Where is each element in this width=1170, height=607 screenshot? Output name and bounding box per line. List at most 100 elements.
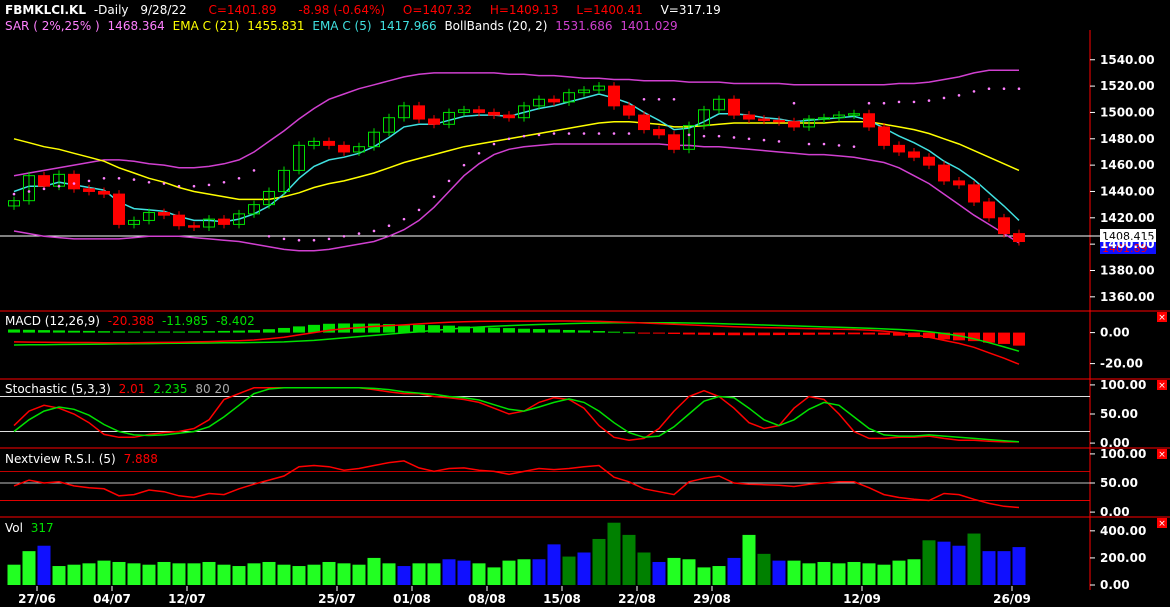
rsi-close-button[interactable]: × (1157, 449, 1167, 460)
candle-body (533, 98, 545, 107)
candle-body (188, 225, 200, 228)
volume-bar (922, 540, 936, 585)
macd-histogram-bar (503, 328, 515, 333)
macd-histogram-bar (53, 330, 65, 333)
candle-body (413, 105, 425, 120)
volume-bar (682, 559, 696, 585)
stochastic-panel: 100.00 50.00 0.00 (0, 378, 1146, 450)
volume-bar (967, 533, 981, 585)
sar-dot (627, 132, 631, 135)
macd-histogram-bar (863, 332, 875, 335)
macd-signal-value: -11.985 (162, 314, 208, 328)
price-axis-tick-label: 1500.00 (1100, 105, 1155, 119)
vol-close-button[interactable]: × (1157, 518, 1167, 529)
sar-dot (912, 100, 916, 104)
volume-bar (397, 566, 411, 585)
volume-bar (127, 563, 141, 585)
macd-histogram-bar (98, 331, 110, 333)
macd-histogram-bar (728, 332, 740, 336)
macd-histogram-bar (38, 330, 50, 333)
volume-bar (217, 564, 231, 585)
macd-histogram-bar (998, 332, 1010, 344)
vol-axis-tick-label: 400.00 (1100, 524, 1146, 538)
candle-body (818, 117, 830, 120)
sar-dot (672, 97, 676, 101)
candle-body (83, 188, 95, 192)
macd-histogram-bar (293, 326, 305, 333)
stoch-axis-tick-label: 0.00 (1100, 436, 1130, 450)
sar-dot (177, 184, 181, 188)
macd-histogram-bar (848, 332, 860, 335)
macd-histogram-bar (758, 332, 770, 336)
sar-dot (282, 237, 286, 241)
macd-signal-line (13, 321, 1020, 352)
macd-histogram-bar (323, 323, 335, 333)
candle-body (593, 85, 605, 91)
candle-body (488, 111, 500, 116)
volume-bar (37, 545, 51, 585)
volume-bar (607, 522, 621, 585)
volume-bar (577, 552, 591, 585)
candle-body (728, 98, 740, 116)
macd-hist-value: -8.402 (216, 314, 255, 328)
macd-histogram-bar (383, 324, 395, 333)
volume-bar (202, 561, 216, 585)
candle-body (443, 111, 455, 125)
macd-value: -20.388 (108, 314, 154, 328)
rsi-title: Nextview R.S.I. (5) 7.888 (5, 452, 158, 466)
macd-title: MACD (12,26,9) -20.388 -11.985 -8.402 (5, 314, 255, 328)
macd-histogram-bar (653, 332, 665, 334)
candle-body (68, 173, 80, 190)
sar-dot (327, 237, 331, 241)
vol-value: 317 (31, 521, 54, 535)
macd-histogram-bar (968, 332, 980, 342)
sar-dot (567, 132, 571, 135)
macd-histogram-bar (878, 332, 890, 335)
candle-body (938, 164, 950, 182)
sar-dot (117, 176, 121, 180)
macd-histogram-bar (308, 324, 320, 333)
stoch-label: Stochastic (5,3,3) (5, 382, 111, 396)
volume-bar (892, 560, 906, 585)
volume-bar (562, 556, 576, 585)
sar-dot (822, 142, 826, 146)
price-axis-tick-label: 1440.00 (1100, 184, 1155, 198)
volume-bar (322, 561, 336, 585)
volume-bar (442, 559, 456, 585)
sar-dot (492, 142, 496, 146)
price-axis-tick-label: 1420.00 (1100, 211, 1155, 225)
candle-body (668, 134, 680, 150)
sar-dot (927, 99, 931, 102)
svg-text:×: × (1158, 381, 1166, 391)
rsi-value: 7.888 (124, 452, 158, 466)
volume-bar (802, 563, 816, 585)
volume-bar (727, 557, 741, 585)
price-axis-tick-label: 1540.00 (1100, 53, 1155, 67)
candle-body (128, 219, 140, 225)
volume-bar (832, 563, 846, 585)
volume-bar (502, 560, 516, 585)
ema5-label: EMA C (5) (312, 19, 371, 33)
macd-histogram-bar (488, 327, 500, 333)
price-axis-tick-label: 1400.00 (1100, 237, 1155, 251)
sar-dot (642, 97, 646, 101)
last-price-tag: 1401.89 (1100, 242, 1156, 255)
price-axis-tick-label: 1520.00 (1100, 79, 1155, 93)
macd-histogram-bar (218, 330, 230, 333)
candle-body (38, 175, 50, 187)
x-tick-label: 01/08 (393, 592, 431, 606)
rsi-axis-tick-label: 100.00 (1100, 447, 1146, 461)
macd-close-button[interactable]: × (1157, 312, 1167, 323)
sar-dot (597, 132, 601, 135)
candle-body (893, 144, 905, 153)
candle-body (23, 175, 35, 202)
macd-histogram-bar (83, 330, 95, 333)
candle-body (848, 113, 860, 116)
macd-histogram-bar (923, 332, 935, 339)
volume-bar (427, 563, 441, 585)
candle-body (548, 98, 560, 103)
vol-label: Vol (5, 521, 23, 535)
candle-body (998, 217, 1010, 235)
stoch-close-button[interactable]: × (1157, 380, 1167, 391)
volume-bar (142, 564, 156, 585)
